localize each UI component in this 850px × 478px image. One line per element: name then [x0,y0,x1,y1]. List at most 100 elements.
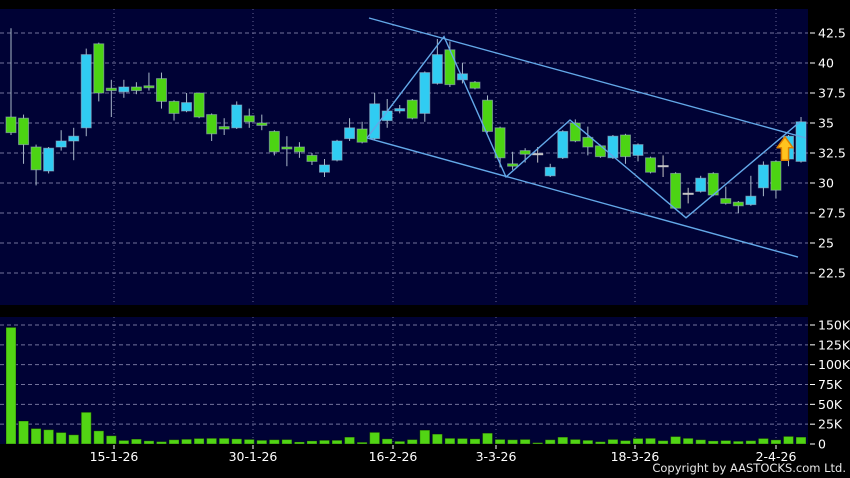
volume-tick-label: 125K [818,337,850,352]
volume-bar [356,441,368,445]
volume-bar [130,438,142,445]
volume-bar [18,420,30,445]
up-arrow-icon [776,136,794,161]
volume-bar [707,440,719,445]
volume-bar [657,440,669,445]
candle-body [419,72,431,114]
candle-body [720,198,732,204]
volume-bar [344,436,356,445]
channel-upper-trend-line [368,17,807,139]
date-tick-label: 30-1-26 [229,449,278,464]
volume-bar [795,436,807,445]
candle-body [745,195,757,206]
volume-bar [43,429,55,445]
volume-tick-label: 150K [818,318,850,333]
volume-bar [670,436,682,445]
volume-bar [381,438,393,445]
candle-body [406,99,418,119]
volume-bar [569,438,581,445]
volume-bar [218,437,230,445]
candle-body [544,166,556,177]
candle-body [55,140,67,148]
volume-bar [444,437,456,445]
candle-body [645,157,657,173]
signal-arrow-annotation [776,136,794,161]
volume-bar [594,441,606,445]
volume-bar [268,439,280,445]
candle-body [331,140,343,161]
zigzag-swing-line [366,35,801,219]
volume-bar [5,326,17,445]
candle-body [293,146,305,153]
volume-tick-label: 0 [818,437,826,452]
volume-bar [406,439,418,445]
volume-bar [557,436,569,445]
price-tick-label: 25 [818,236,834,251]
candle-body [256,122,268,126]
volume-bar [482,432,494,445]
candle-body [193,92,205,118]
volume-bar [607,438,619,445]
candle-body [494,127,506,159]
candle-body [143,85,155,89]
volume-bar [770,439,782,445]
candle-body [582,136,594,148]
volume-bar [456,437,468,445]
candle-body [557,130,569,159]
price-tick-label: 40 [818,56,834,71]
volume-bar [745,440,757,445]
date-tick-label: 2-4-26 [756,449,797,464]
candle-body [469,81,481,89]
candle-body [757,164,769,189]
candle-body [306,154,318,162]
volume-bar [143,440,155,445]
volume-bar [619,440,631,445]
volume-bar [695,439,707,445]
candle-body [356,128,368,143]
candle-body [5,116,17,134]
volume-bar [419,429,431,445]
volume-bar [168,439,180,445]
volume-bar [732,440,744,445]
candle-body [670,172,682,209]
volume-tick-label: 25K [818,417,843,432]
candle-body [168,100,180,114]
volume-bar [55,431,67,445]
price-pane-candles [5,28,807,213]
candle-body [594,145,606,158]
candle-body [80,54,92,129]
volume-bar [494,438,506,445]
candle-body [607,135,619,159]
candle-body [632,144,644,156]
candle-body [218,126,230,130]
volume-bar [519,438,531,445]
volume-tick-label: 100K [818,357,850,372]
volume-pane-bg [0,317,808,444]
candle-body [619,134,631,158]
volume-tick-label: 50K [818,397,843,412]
candle-body [105,87,117,92]
candle-body [394,108,406,112]
volume-bar [281,439,293,445]
volume-bar [181,438,193,445]
candle-body [18,117,30,146]
volume-bar [80,411,92,445]
date-tick-label: 15-1-26 [90,449,139,464]
candle-body [482,99,494,132]
price-pane-bg [0,9,808,305]
candle-body [243,115,255,123]
volume-bar [206,437,218,445]
volume-bar [231,438,243,445]
price-tick-label: 35 [818,116,834,131]
candle-body [118,86,130,93]
volume-pane [5,326,807,445]
candle-body [444,49,456,86]
volume-bar [645,437,657,445]
price-tick-label: 32.5 [818,146,846,161]
volume-bar [319,439,330,445]
volume-bar [431,433,443,445]
candle-body [519,150,531,155]
date-tick-label: 18-3-26 [611,449,660,464]
